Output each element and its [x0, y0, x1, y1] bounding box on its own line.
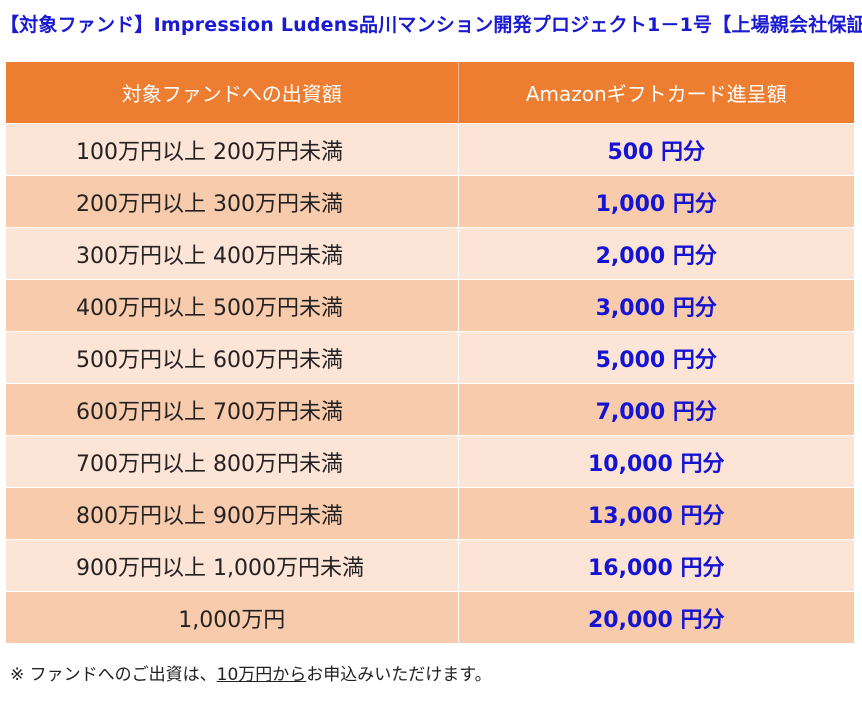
- table-row: 800万円以上 900万円未満 13,000 円分: [6, 487, 854, 540]
- reward-table: 対象ファンドへの出資額 Amazonギフトカード進呈額 100万円以上 200万…: [6, 62, 854, 643]
- gift-amount-cell: 1,000 円分: [458, 175, 854, 228]
- table-row: 1,000万円 20,000 円分: [6, 591, 854, 643]
- table-row: 500万円以上 600万円未満 5,000 円分: [6, 331, 854, 384]
- investment-range-cell: 100万円以上 200万円未満: [6, 123, 459, 176]
- column-header-gift-card: Amazonギフトカード進呈額: [458, 62, 854, 124]
- table-row: 400万円以上 500万円未満 3,000 円分: [6, 279, 854, 332]
- table-row: 600万円以上 700万円未満 7,000 円分: [6, 383, 854, 436]
- footnote: ※ ファンドへのご出資は、10万円からお申込みいただけます。: [10, 660, 492, 685]
- table-row: 900万円以上 1,000万円未満 16,000 円分: [6, 539, 854, 592]
- table-row: 100万円以上 200万円未満 500 円分: [6, 123, 854, 176]
- footnote-minimum-amount: 10万円から: [216, 665, 307, 685]
- gift-amount-cell: 2,000 円分: [458, 227, 854, 280]
- investment-range-cell: 900万円以上 1,000万円未満: [6, 539, 459, 592]
- investment-range-cell: 500万円以上 600万円未満: [6, 331, 459, 384]
- gift-amount-cell: 5,000 円分: [458, 331, 854, 384]
- investment-range-cell: 700万円以上 800万円未満: [6, 435, 459, 488]
- gift-amount-cell: 7,000 円分: [458, 383, 854, 436]
- gift-amount-cell: 13,000 円分: [458, 487, 854, 540]
- table-row: 300万円以上 400万円未満 2,000 円分: [6, 227, 854, 280]
- gift-amount-cell: 16,000 円分: [458, 539, 854, 592]
- table-row: 700万円以上 800万円未満 10,000 円分: [6, 435, 854, 488]
- gift-amount-cell: 3,000 円分: [458, 279, 854, 332]
- investment-range-cell: 800万円以上 900万円未満: [6, 487, 459, 540]
- gift-amount-cell: 500 円分: [458, 123, 854, 176]
- gift-amount-cell: 10,000 円分: [458, 435, 854, 488]
- investment-range-cell: 300万円以上 400万円未満: [6, 227, 459, 280]
- investment-range-cell: 400万円以上 500万円未満: [6, 279, 459, 332]
- table-header-row: 対象ファンドへの出資額 Amazonギフトカード進呈額: [6, 62, 854, 124]
- footnote-suffix: お申込みいただけます。: [306, 665, 492, 685]
- table-row: 200万円以上 300万円未満 1,000 円分: [6, 175, 854, 228]
- gift-amount-cell: 20,000 円分: [458, 591, 854, 643]
- investment-range-cell: 1,000万円: [6, 591, 459, 643]
- column-header-investment: 対象ファンドへの出資額: [6, 62, 459, 124]
- investment-range-cell: 600万円以上 700万円未満: [6, 383, 459, 436]
- page-title: 【対象ファンド】Impression Ludens品川マンション開発プロジェクト…: [0, 14, 862, 36]
- investment-range-cell: 200万円以上 300万円未満: [6, 175, 459, 228]
- footnote-prefix: ※ ファンドへのご出資は、: [10, 665, 217, 685]
